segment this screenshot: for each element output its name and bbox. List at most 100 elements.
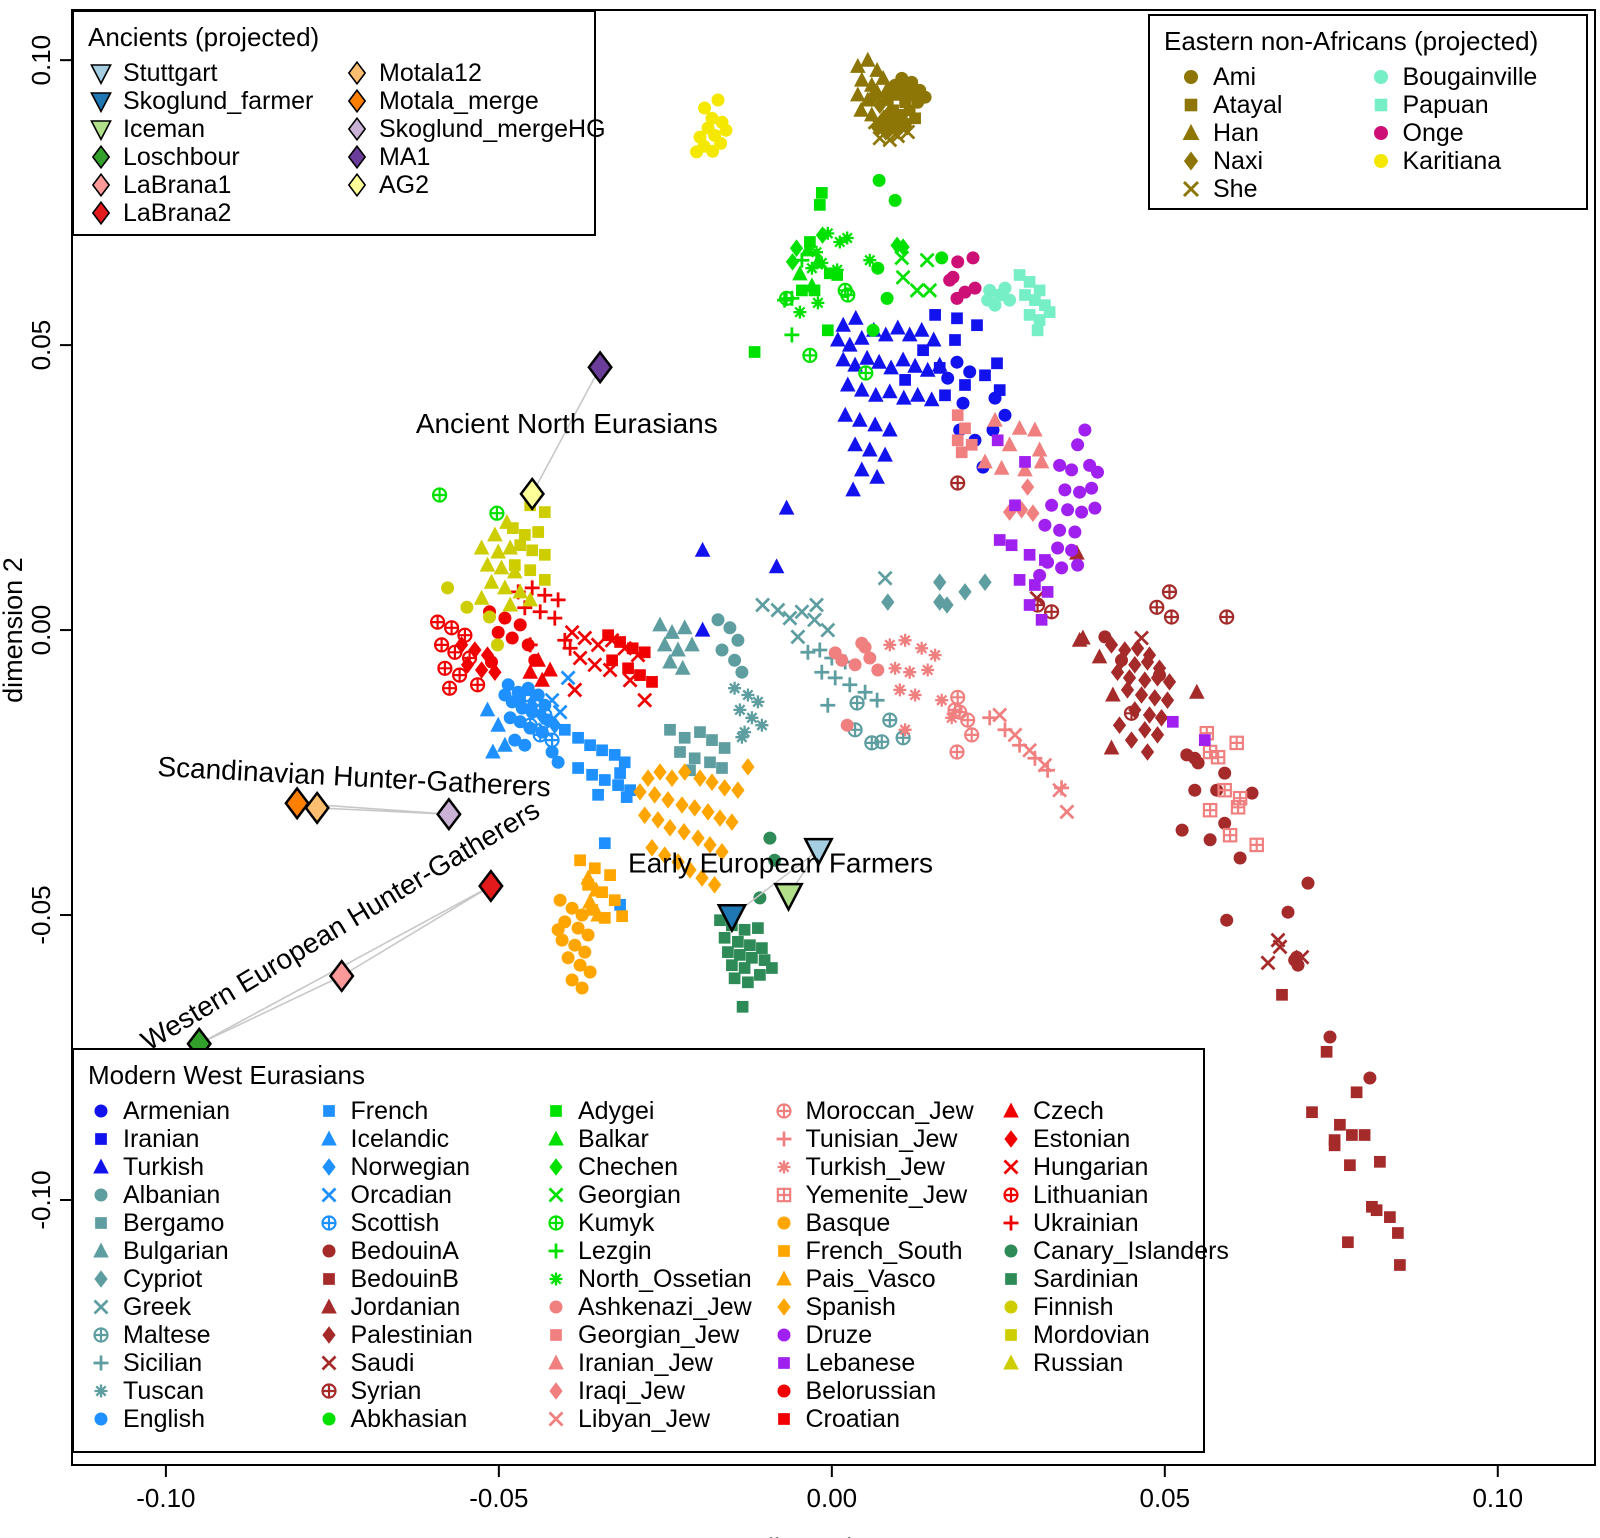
point-Finnish — [460, 600, 474, 614]
point-Sardinian — [746, 951, 758, 964]
point-Spanish — [691, 829, 705, 847]
point-French — [608, 749, 621, 761]
point-Sicilian — [814, 664, 830, 680]
legend-item-Syrian: Syrian — [316, 1377, 530, 1405]
point-Pais_Vasco — [590, 906, 606, 922]
ancient-MA1 — [587, 350, 613, 385]
point-Naxi — [873, 96, 887, 114]
legend-item-Jordanian: Jordanian — [316, 1293, 530, 1321]
point-Sardinian — [756, 942, 768, 954]
point-Druze — [1055, 561, 1069, 575]
point-Iranian_Jew — [1011, 419, 1028, 435]
point-Palestinian — [1122, 669, 1137, 687]
legend-item-label: Iranian_Jew — [578, 1348, 713, 1377]
point-French — [624, 784, 636, 797]
point-Iranian — [971, 319, 983, 332]
point-Iranian_Jew — [1001, 436, 1018, 452]
Loschbour-marker-icon — [91, 144, 111, 170]
ancient-connector-line — [341, 885, 492, 977]
point-Lithuanian — [457, 627, 473, 643]
legend-item-label: LaBrana2 — [123, 198, 232, 227]
point-BedouinA — [1301, 876, 1315, 890]
point-Belorussian — [513, 618, 527, 632]
point-Turkish — [901, 326, 918, 342]
point-North_Ossetian — [821, 226, 835, 240]
point-Spanish — [701, 803, 715, 821]
point-Bergamo — [704, 756, 716, 769]
legend-item-Finnish: Finnish — [998, 1293, 1203, 1321]
point-She — [876, 119, 892, 135]
legend-item-Tuscan: Tuscan — [88, 1377, 302, 1405]
point-Tuscan — [728, 681, 742, 695]
point-Druze — [1045, 498, 1059, 512]
point-Turkish — [877, 446, 893, 462]
point-She — [867, 114, 883, 130]
point-Palestinian — [1104, 636, 1119, 654]
point-Basque — [575, 981, 589, 995]
point-Tunisian_Jew — [1012, 737, 1028, 753]
legend-item-Ukrainian: Ukrainian — [998, 1209, 1203, 1237]
point-Yemenite_Jew — [1249, 837, 1264, 853]
legend-item-Icelandic: Icelandic — [316, 1125, 530, 1153]
legend-item-label: Georgian — [578, 1180, 681, 1209]
point-Karitiana — [719, 123, 733, 137]
LaBrana1-marker-icon — [91, 172, 111, 198]
point-Sicilian — [800, 644, 816, 660]
legend-item-LaBrana1: LaBrana1 — [88, 171, 330, 199]
legend-item-label: Skoglund_mergeHG — [379, 114, 606, 143]
point-Spanish — [648, 786, 662, 804]
point-Druze — [1058, 483, 1072, 497]
legend-item-Sicilian: Sicilian — [88, 1349, 302, 1377]
legend-item-label: Turkish — [123, 1152, 205, 1181]
legend-item-Georgian_Jew: Georgian_Jew — [543, 1321, 757, 1349]
point-Turkish — [878, 326, 894, 342]
point-Turkish — [923, 391, 940, 407]
point-Turkish — [840, 376, 856, 392]
legend-item-Russian: Russian — [998, 1349, 1203, 1377]
point-Bulgarian — [684, 636, 700, 652]
point-Palestinian — [1118, 641, 1132, 659]
point-Iranian — [959, 379, 971, 391]
point-Sardinian — [742, 976, 754, 989]
point-Ami — [905, 75, 919, 89]
point-Iranian_Jew — [987, 411, 1003, 427]
point-Bergamo — [678, 731, 691, 744]
ancients-legend-column: Motala12 Motala_merge Skoglund_mergeHG MA1 A… — [330, 59, 606, 199]
x-tick-label: -0.05 — [469, 1483, 528, 1513]
legend-item-label: Jordanian — [350, 1292, 461, 1321]
point-Turkish_Jew — [945, 711, 959, 725]
She-marker-icon — [1182, 180, 1200, 198]
point-Saudi — [1270, 932, 1286, 948]
point-Moroccan_Jew — [950, 689, 966, 705]
point-Palestinian — [1162, 673, 1177, 691]
point-Han — [854, 71, 870, 87]
point-Spanish — [641, 769, 655, 787]
point-Atayal — [891, 89, 904, 101]
Armenian-marker-icon — [94, 1104, 108, 1118]
point-Greek — [755, 597, 771, 613]
point-BedouinB — [1358, 1129, 1371, 1141]
annotation-text: Early European Farmers — [628, 847, 933, 878]
legend-item-Orcadian: Orcadian — [316, 1181, 530, 1209]
point-Belorussian — [505, 631, 519, 645]
point-Czech — [534, 671, 550, 687]
point-Basque — [565, 901, 579, 915]
point-Spanish — [658, 846, 672, 864]
point-Karitiana — [690, 145, 704, 159]
legend-item-Iranian_Jew: Iranian_Jew — [543, 1349, 757, 1377]
point-Tuscan — [735, 730, 749, 744]
point-Turkish — [835, 351, 851, 367]
Jordanian-marker-icon — [320, 1298, 337, 1314]
point-Yemenite_Jew — [1232, 790, 1248, 806]
Hungarian-marker-icon — [1003, 1159, 1019, 1175]
point-Turkish — [854, 381, 870, 397]
point-Lezgin — [784, 290, 800, 306]
point-Maltese — [882, 712, 898, 728]
point-Sicilian — [842, 677, 858, 693]
y-tick-label: 0.00 — [26, 605, 56, 656]
Croatian-marker-icon — [777, 1413, 790, 1425]
point-Cypriot — [958, 583, 972, 601]
legend-item-Iranian: Iranian — [88, 1125, 302, 1153]
Saudi-marker-icon — [321, 1355, 336, 1371]
